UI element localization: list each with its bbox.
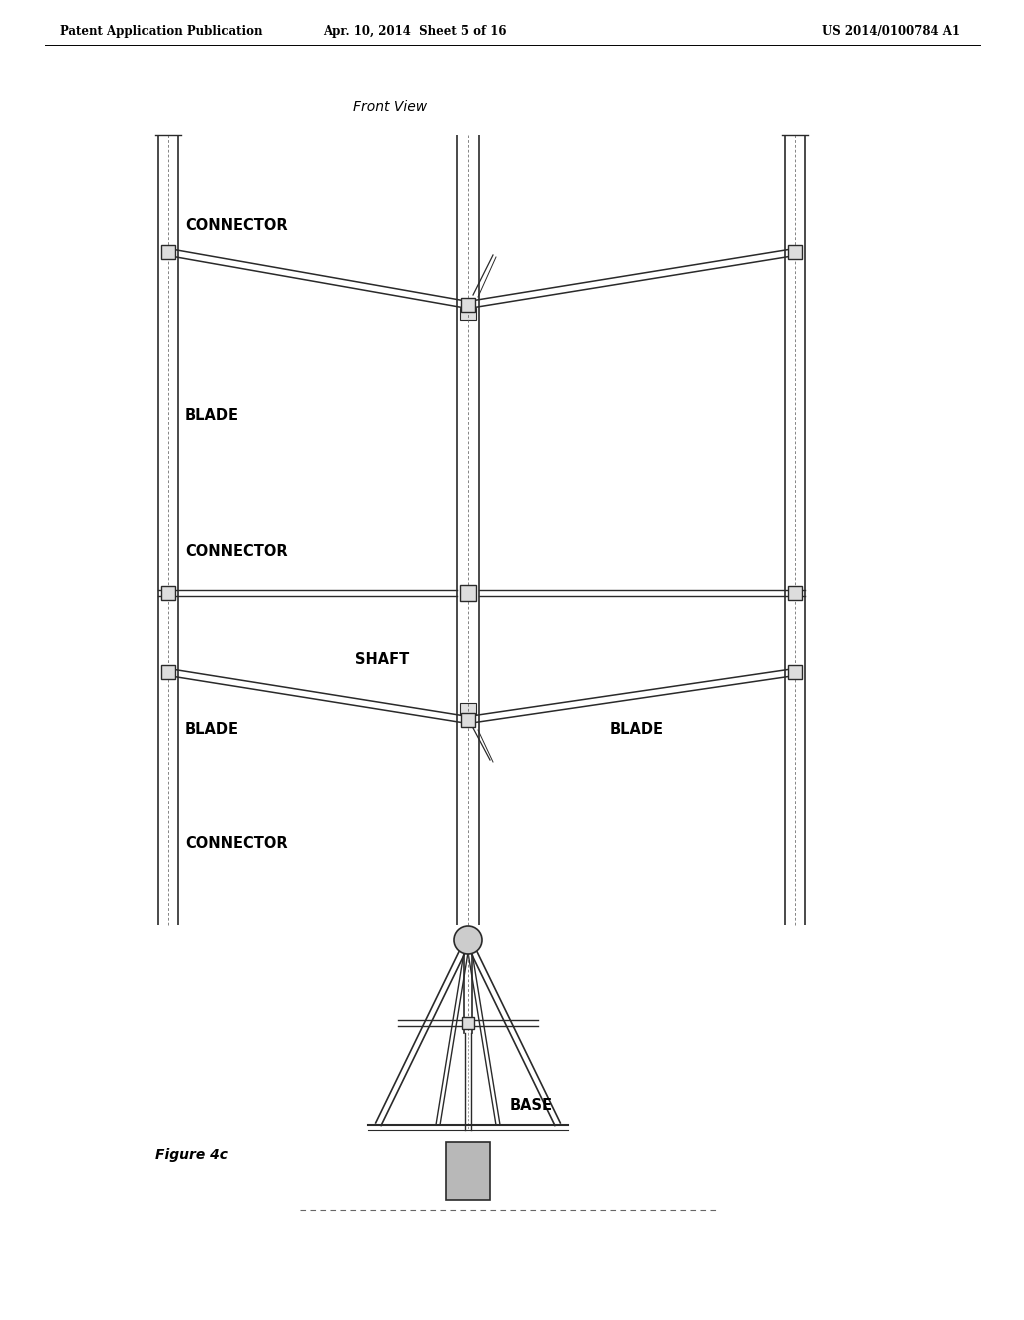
Bar xyxy=(446,1142,490,1200)
Bar xyxy=(460,704,476,715)
Bar xyxy=(460,585,476,601)
Text: CONNECTOR: CONNECTOR xyxy=(185,544,288,560)
Bar xyxy=(788,665,802,678)
Text: Front View: Front View xyxy=(353,100,427,114)
Bar xyxy=(460,308,476,319)
Bar xyxy=(461,298,475,312)
Text: BLADE: BLADE xyxy=(185,722,239,738)
Text: CONNECTOR: CONNECTOR xyxy=(185,218,288,232)
Circle shape xyxy=(454,927,482,954)
Bar xyxy=(788,246,802,259)
Text: Patent Application Publication: Patent Application Publication xyxy=(60,25,262,38)
Bar xyxy=(161,665,175,678)
Bar xyxy=(161,586,175,601)
Bar xyxy=(462,1016,474,1030)
Bar xyxy=(461,713,475,727)
Text: CONNECTOR: CONNECTOR xyxy=(185,837,288,851)
Text: BASE: BASE xyxy=(510,1097,553,1113)
Text: BLADE: BLADE xyxy=(185,408,239,422)
Text: Figure 4c: Figure 4c xyxy=(155,1148,228,1162)
Text: BLADE: BLADE xyxy=(610,722,664,738)
Text: US 2014/0100784 A1: US 2014/0100784 A1 xyxy=(822,25,961,38)
Text: Apr. 10, 2014  Sheet 5 of 16: Apr. 10, 2014 Sheet 5 of 16 xyxy=(324,25,507,38)
Text: SHAFT: SHAFT xyxy=(355,652,410,668)
Bar xyxy=(161,246,175,259)
Bar xyxy=(788,586,802,601)
